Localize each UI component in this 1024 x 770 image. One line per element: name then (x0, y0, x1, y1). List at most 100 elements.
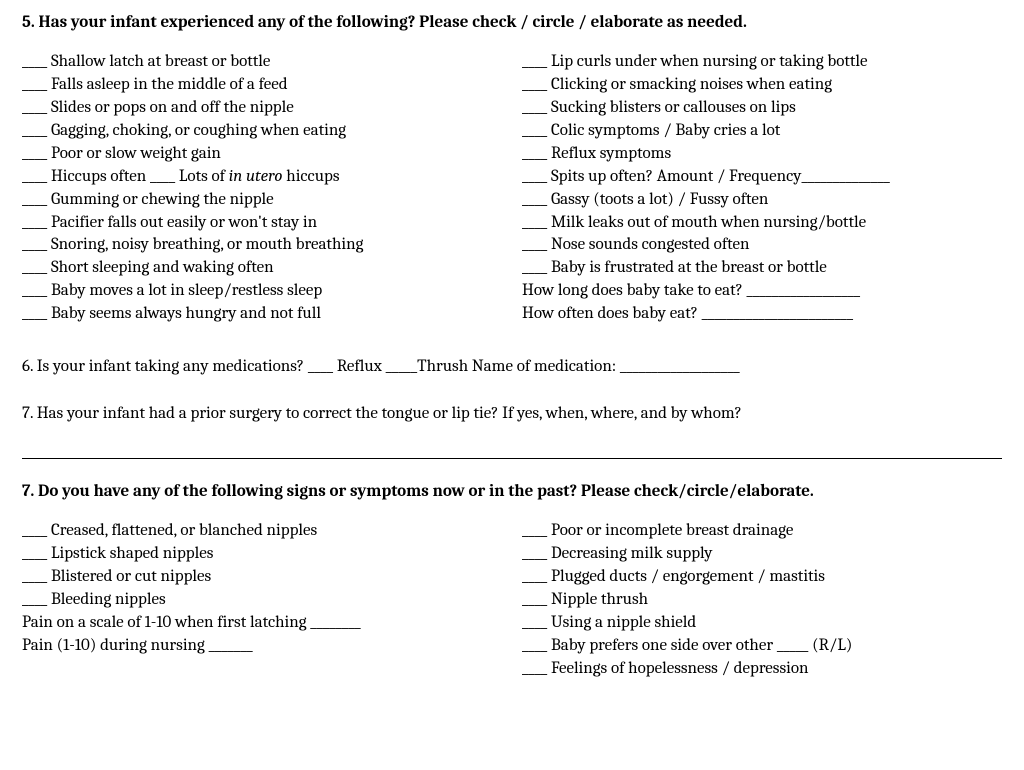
check-blank[interactable]: ____ (522, 567, 551, 586)
checklist-item: ____ Baby prefers one side over other __… (522, 635, 1002, 658)
checklist-item: ____ Baby seems always hungry and not fu… (22, 303, 502, 326)
check-blank[interactable]: ____ (22, 190, 51, 209)
checklist-item: ____ Baby moves a lot in sleep/restless … (22, 280, 502, 303)
check-blank[interactable]: ____ (22, 98, 51, 117)
item-text: Plugged ducts / engorgement / mastitis (551, 567, 825, 586)
check-blank[interactable]: ____ (522, 659, 551, 678)
item-text: Using a nipple shield (551, 613, 696, 632)
check-blank[interactable]: ____ (522, 235, 551, 254)
check-blank[interactable]: ____ (522, 590, 551, 609)
check-blank[interactable]: ____ (522, 258, 551, 277)
item-text: Feelings of hopelessness / depression (551, 659, 809, 678)
checklist-item: ____ Using a nipple shield (522, 612, 1002, 635)
item-text: Baby seems always hungry and not full (51, 304, 321, 323)
item-text-italic: in utero (229, 167, 283, 186)
q6-text: 6. Is your infant taking any medications… (22, 357, 308, 376)
check-blank[interactable]: ____ (522, 121, 551, 140)
item-text: Decreasing milk supply (551, 544, 713, 563)
item-text: Lip curls under when nursing or taking b… (551, 52, 868, 71)
checklist-item: ____ Reflux symptoms (522, 143, 1002, 166)
check-blank[interactable]: ____ (522, 98, 551, 117)
item-text: Baby moves a lot in sleep/restless sleep (51, 281, 322, 300)
fill-blank[interactable]: ________ (310, 613, 360, 632)
checklist-item: ____ Gagging, choking, or coughing when … (22, 120, 502, 143)
q7a-text: 7. Has your infant had a prior surgery t… (22, 403, 1002, 426)
check-blank[interactable]: ____ (522, 75, 551, 94)
q7b-right-col: ____ Poor or incomplete breast drainage_… (522, 520, 1002, 681)
check-blank[interactable]: ____ (22, 258, 51, 277)
checklist-item: ____ Nose sounds congested often (522, 234, 1002, 257)
item-text: Poor or slow weight gain (51, 144, 221, 163)
check-blank[interactable]: ____ (522, 190, 551, 209)
fill-blank[interactable]: ______________ (801, 167, 889, 186)
fill-blank[interactable]: _____ (R/L) (777, 636, 853, 655)
item-text: Nipple thrush (551, 590, 648, 609)
q7b-columns: ____ Creased, flattened, or blanched nip… (22, 520, 1002, 681)
check-blank[interactable]: ____ (522, 613, 551, 632)
check-blank[interactable]: ____ (522, 144, 551, 163)
checklist-item: ____ Falls asleep in the middle of a fee… (22, 74, 502, 97)
fill-blank[interactable]: ________________________ (702, 304, 853, 323)
check-blank[interactable]: ____ (22, 167, 51, 186)
checklist-item: ____ Slides or pops on and off the nippl… (22, 97, 502, 120)
item-text: Nose sounds congested often (551, 235, 750, 254)
check-blank[interactable]: ____ (22, 52, 51, 71)
check-blank[interactable]: ____ (22, 75, 51, 94)
check-blank[interactable]: ____ (22, 121, 51, 140)
fill-blank[interactable]: __________________ (747, 281, 861, 300)
check-blank[interactable]: ____ (22, 544, 51, 563)
item-text: Creased, flattened, or blanched nipples (51, 521, 317, 540)
q5-title: 5. Has your infant experienced any of th… (22, 12, 1002, 35)
item-text: Gumming or chewing the nipple (51, 190, 274, 209)
check-blank[interactable]: ____ (522, 167, 551, 186)
item-text: Falls asleep in the middle of a feed (51, 75, 288, 94)
checklist-item: ____ Spits up often? Amount / Frequency_… (522, 166, 1002, 189)
item-text: Pacifier falls out easily or won't stay … (51, 213, 317, 232)
checklist-item: ____ Clicking or smacking noises when ea… (522, 74, 1002, 97)
fill-blank[interactable]: _______ (209, 636, 253, 655)
check-blank[interactable]: ____ (22, 144, 51, 163)
checklist-item: ____ Plugged ducts / engorgement / masti… (522, 566, 1002, 589)
check-blank[interactable]: ____ (522, 52, 551, 71)
check-blank[interactable]: ____ (22, 567, 51, 586)
q6-opt2: Thrush Name of medication: (417, 357, 620, 376)
check-blank[interactable]: ____ (22, 590, 51, 609)
q6-opt1: Reflux (337, 357, 386, 376)
item-text: Colic symptoms / Baby cries a lot (551, 121, 780, 140)
check-blank[interactable]: ____ (22, 304, 51, 323)
item-text: Pain (1-10) during nursing (22, 636, 209, 655)
q7a-answer-line[interactable] (22, 458, 1002, 459)
q6-blank1[interactable]: ____ (308, 357, 337, 376)
item-text: Clicking or smacking noises when eating (551, 75, 832, 94)
item-text: Milk leaks out of mouth when nursing/bot… (551, 213, 866, 232)
check-blank[interactable]: ____ (522, 544, 551, 563)
item-text: Blistered or cut nipples (51, 567, 211, 586)
check-blank[interactable]: ____ (522, 213, 551, 232)
q7b-title: 7. Do you have any of the following sign… (22, 481, 1002, 504)
check-blank[interactable]: ____ (22, 235, 51, 254)
checklist-item: ____ Shallow latch at breast or bottle (22, 51, 502, 74)
item-text: Shallow latch at breast or bottle (51, 52, 270, 71)
free-text-line: How long does baby take to eat? ________… (522, 280, 1002, 303)
check-blank[interactable]: ____ (150, 167, 179, 186)
item-text: Baby prefers one side over other (551, 636, 777, 655)
item-text: hiccups (283, 167, 340, 186)
checklist-item: ____ Gassy (toots a lot) / Fussy often (522, 189, 1002, 212)
check-blank[interactable]: ____ (522, 521, 551, 540)
checklist-item: ____ Pacifier falls out easily or won't … (22, 212, 502, 235)
q6-blank2[interactable]: _____ (386, 357, 418, 376)
checklist-item: ____ Nipple thrush (522, 589, 1002, 612)
check-blank[interactable]: ____ (522, 636, 551, 655)
item-text: How often does baby eat? (522, 304, 702, 323)
checklist-item: ____ Snoring, noisy breathing, or mouth … (22, 234, 502, 257)
check-blank[interactable]: ____ (22, 521, 51, 540)
check-blank[interactable]: ____ (22, 281, 51, 300)
check-blank[interactable]: ____ (22, 213, 51, 232)
checklist-item: ____ Baby is frustrated at the breast or… (522, 257, 1002, 280)
q6-blank3[interactable]: ___________________ (620, 357, 740, 376)
item-text: Sucking blisters or callouses on lips (551, 98, 796, 117)
checklist-item: ____ Milk leaks out of mouth when nursin… (522, 212, 1002, 235)
item-text: Baby is frustrated at the breast or bott… (551, 258, 827, 277)
item-text: Pain on a scale of 1-10 when first latch… (22, 613, 310, 632)
item-text: Poor or incomplete breast drainage (551, 521, 793, 540)
